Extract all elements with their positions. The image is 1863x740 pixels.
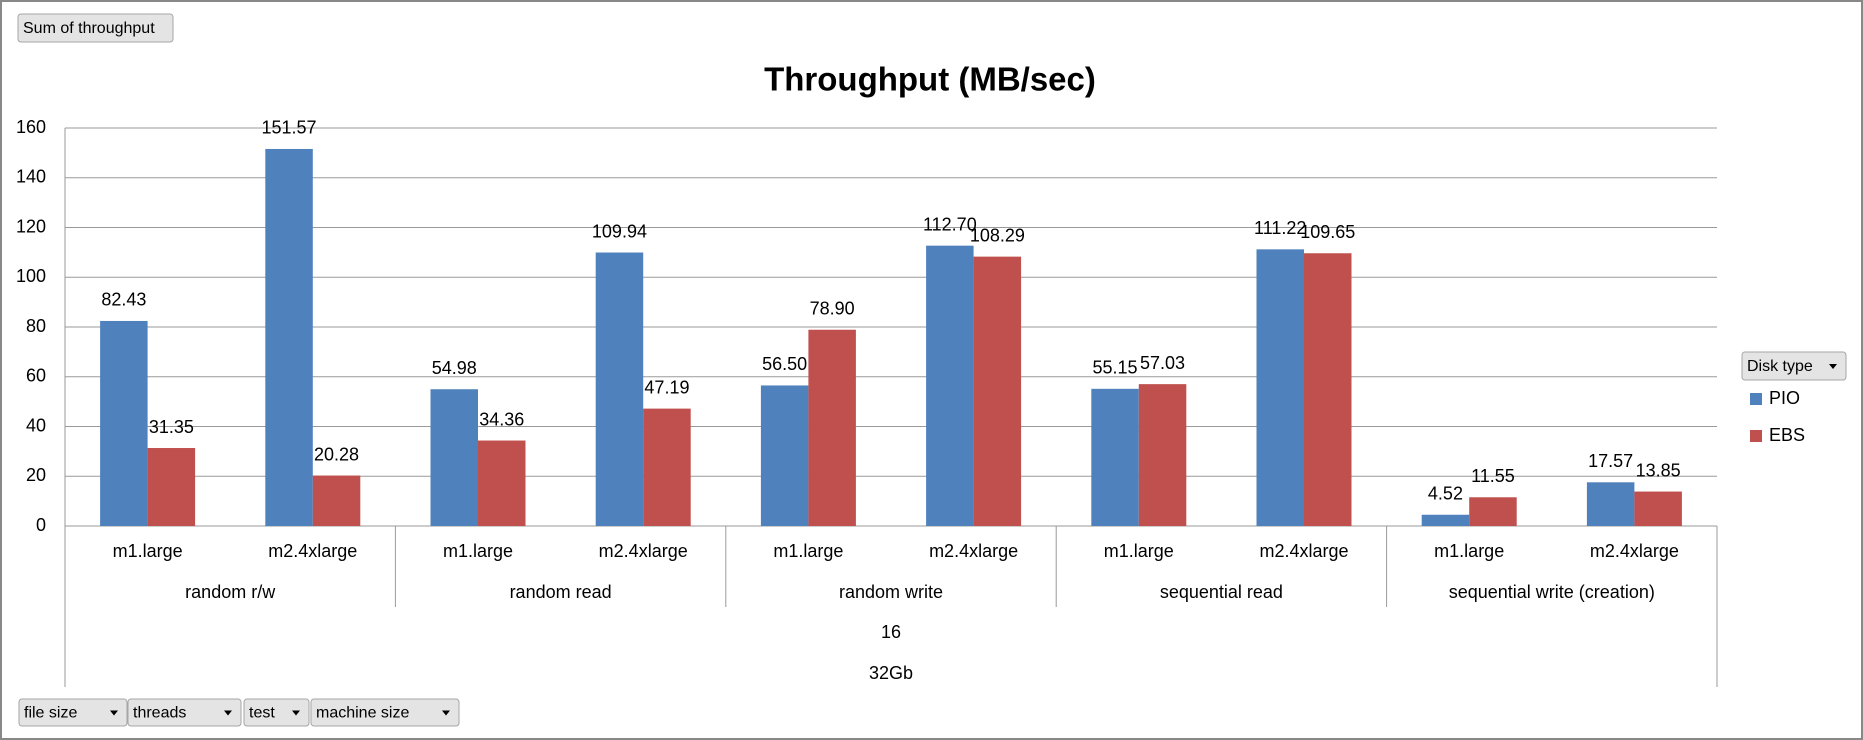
bar — [973, 256, 1022, 526]
bar — [1091, 388, 1139, 526]
y-tick-label: 160 — [16, 117, 46, 137]
x-tick-label: m2.4xlarge — [268, 541, 357, 561]
axis-field-button[interactable]: file size — [18, 698, 128, 727]
axis-field-button[interactable]: test — [243, 698, 310, 727]
legend-label: EBS — [1769, 425, 1805, 445]
button-label: threads — [133, 705, 186, 722]
group-label: sequential read — [1160, 582, 1283, 602]
bar — [808, 329, 856, 526]
bar — [478, 440, 526, 526]
group-label: sequential write (creation) — [1449, 582, 1655, 602]
group-label: random read — [510, 582, 612, 602]
bar — [430, 389, 478, 526]
button-label: test — [249, 705, 275, 722]
data-label: 109.65 — [1300, 222, 1355, 242]
data-label: 4.52 — [1428, 484, 1463, 504]
data-label: 54.98 — [432, 358, 477, 378]
data-label: 31.35 — [149, 417, 194, 437]
x-tick-label: m1.large — [1434, 541, 1504, 561]
dropdown-arrow — [110, 710, 118, 716]
legend-label: PIO — [1769, 388, 1800, 408]
axis-field-button[interactable]: machine size — [310, 698, 460, 727]
bar — [926, 245, 974, 526]
bar — [1634, 491, 1682, 526]
bar — [265, 148, 313, 527]
axis-field-button[interactable]: threads — [127, 698, 242, 727]
y-tick-label: 0 — [36, 515, 46, 535]
y-tick-label: 120 — [16, 216, 46, 236]
button-label: Sum of throughput — [23, 20, 155, 37]
data-label: 57.03 — [1140, 353, 1185, 373]
button-box — [18, 698, 128, 727]
bar — [1421, 514, 1470, 526]
y-tick-label: 100 — [16, 266, 46, 286]
data-label: 17.57 — [1588, 451, 1633, 471]
value-field-button[interactable]: Sum of throughput — [17, 13, 174, 43]
y-tick-label: 80 — [26, 316, 46, 336]
bar — [1256, 249, 1304, 526]
dropdown-arrow — [1829, 364, 1837, 369]
x-tick-label: m2.4xlarge — [929, 541, 1018, 561]
data-label: 47.19 — [644, 377, 689, 397]
legend-swatch — [1750, 430, 1762, 442]
button-label: Disk type — [1747, 358, 1813, 375]
x-tick-label: m1.large — [443, 541, 513, 561]
button-box — [127, 698, 242, 727]
data-label: 78.90 — [810, 298, 855, 318]
x-tick-label: m2.4xlarge — [1590, 541, 1679, 561]
data-label: 109.94 — [592, 221, 647, 241]
button-box — [310, 698, 460, 727]
x-tick-label: m2.4xlarge — [1259, 541, 1348, 561]
y-tick-label: 60 — [26, 366, 46, 386]
dropdown-arrow — [224, 710, 232, 716]
data-label: 82.43 — [101, 290, 146, 310]
file-size-label: 32Gb — [869, 663, 913, 683]
bar — [1304, 253, 1352, 527]
legend-swatch — [1750, 393, 1762, 405]
button-box — [1741, 351, 1847, 381]
bar — [1469, 497, 1517, 526]
bar — [312, 475, 361, 526]
x-tick-label: m2.4xlarge — [599, 541, 688, 561]
dropdown-arrow — [292, 710, 300, 716]
bar — [147, 448, 196, 526]
bar — [100, 320, 148, 526]
threads-label: 16 — [881, 622, 901, 642]
chart-title: Throughput (MB/sec) — [764, 61, 1096, 98]
data-label: 111.22 — [1254, 218, 1306, 238]
y-tick-label: 40 — [26, 415, 46, 435]
data-label: 13.85 — [1636, 460, 1681, 480]
button-box — [243, 698, 310, 727]
data-label: 108.29 — [970, 225, 1025, 245]
button-box — [17, 13, 174, 43]
data-label: 20.28 — [314, 444, 359, 464]
bar — [643, 408, 691, 526]
y-tick-label: 140 — [16, 167, 46, 187]
x-tick-label: m1.large — [1104, 541, 1174, 561]
button-label: machine size — [316, 705, 409, 722]
button-label: file size — [24, 705, 77, 722]
bar — [1586, 482, 1635, 526]
data-label: 151.57 — [262, 118, 317, 138]
x-tick-label: m1.large — [113, 541, 183, 561]
data-label: 11.55 — [1471, 466, 1515, 486]
data-label: 112.70 — [923, 214, 977, 234]
data-label: 55.15 — [1093, 358, 1138, 378]
bar — [1138, 384, 1187, 526]
group-label: random write — [839, 582, 943, 602]
dropdown-arrow — [442, 710, 450, 716]
data-label: 34.36 — [479, 409, 524, 429]
legend-field-button[interactable]: Disk type — [1741, 351, 1847, 381]
group-label: random r/w — [185, 582, 276, 602]
bar — [595, 252, 644, 527]
data-label: 56.50 — [762, 354, 807, 374]
x-tick-label: m1.large — [773, 541, 843, 561]
bar — [760, 385, 809, 526]
y-tick-label: 20 — [26, 465, 46, 485]
